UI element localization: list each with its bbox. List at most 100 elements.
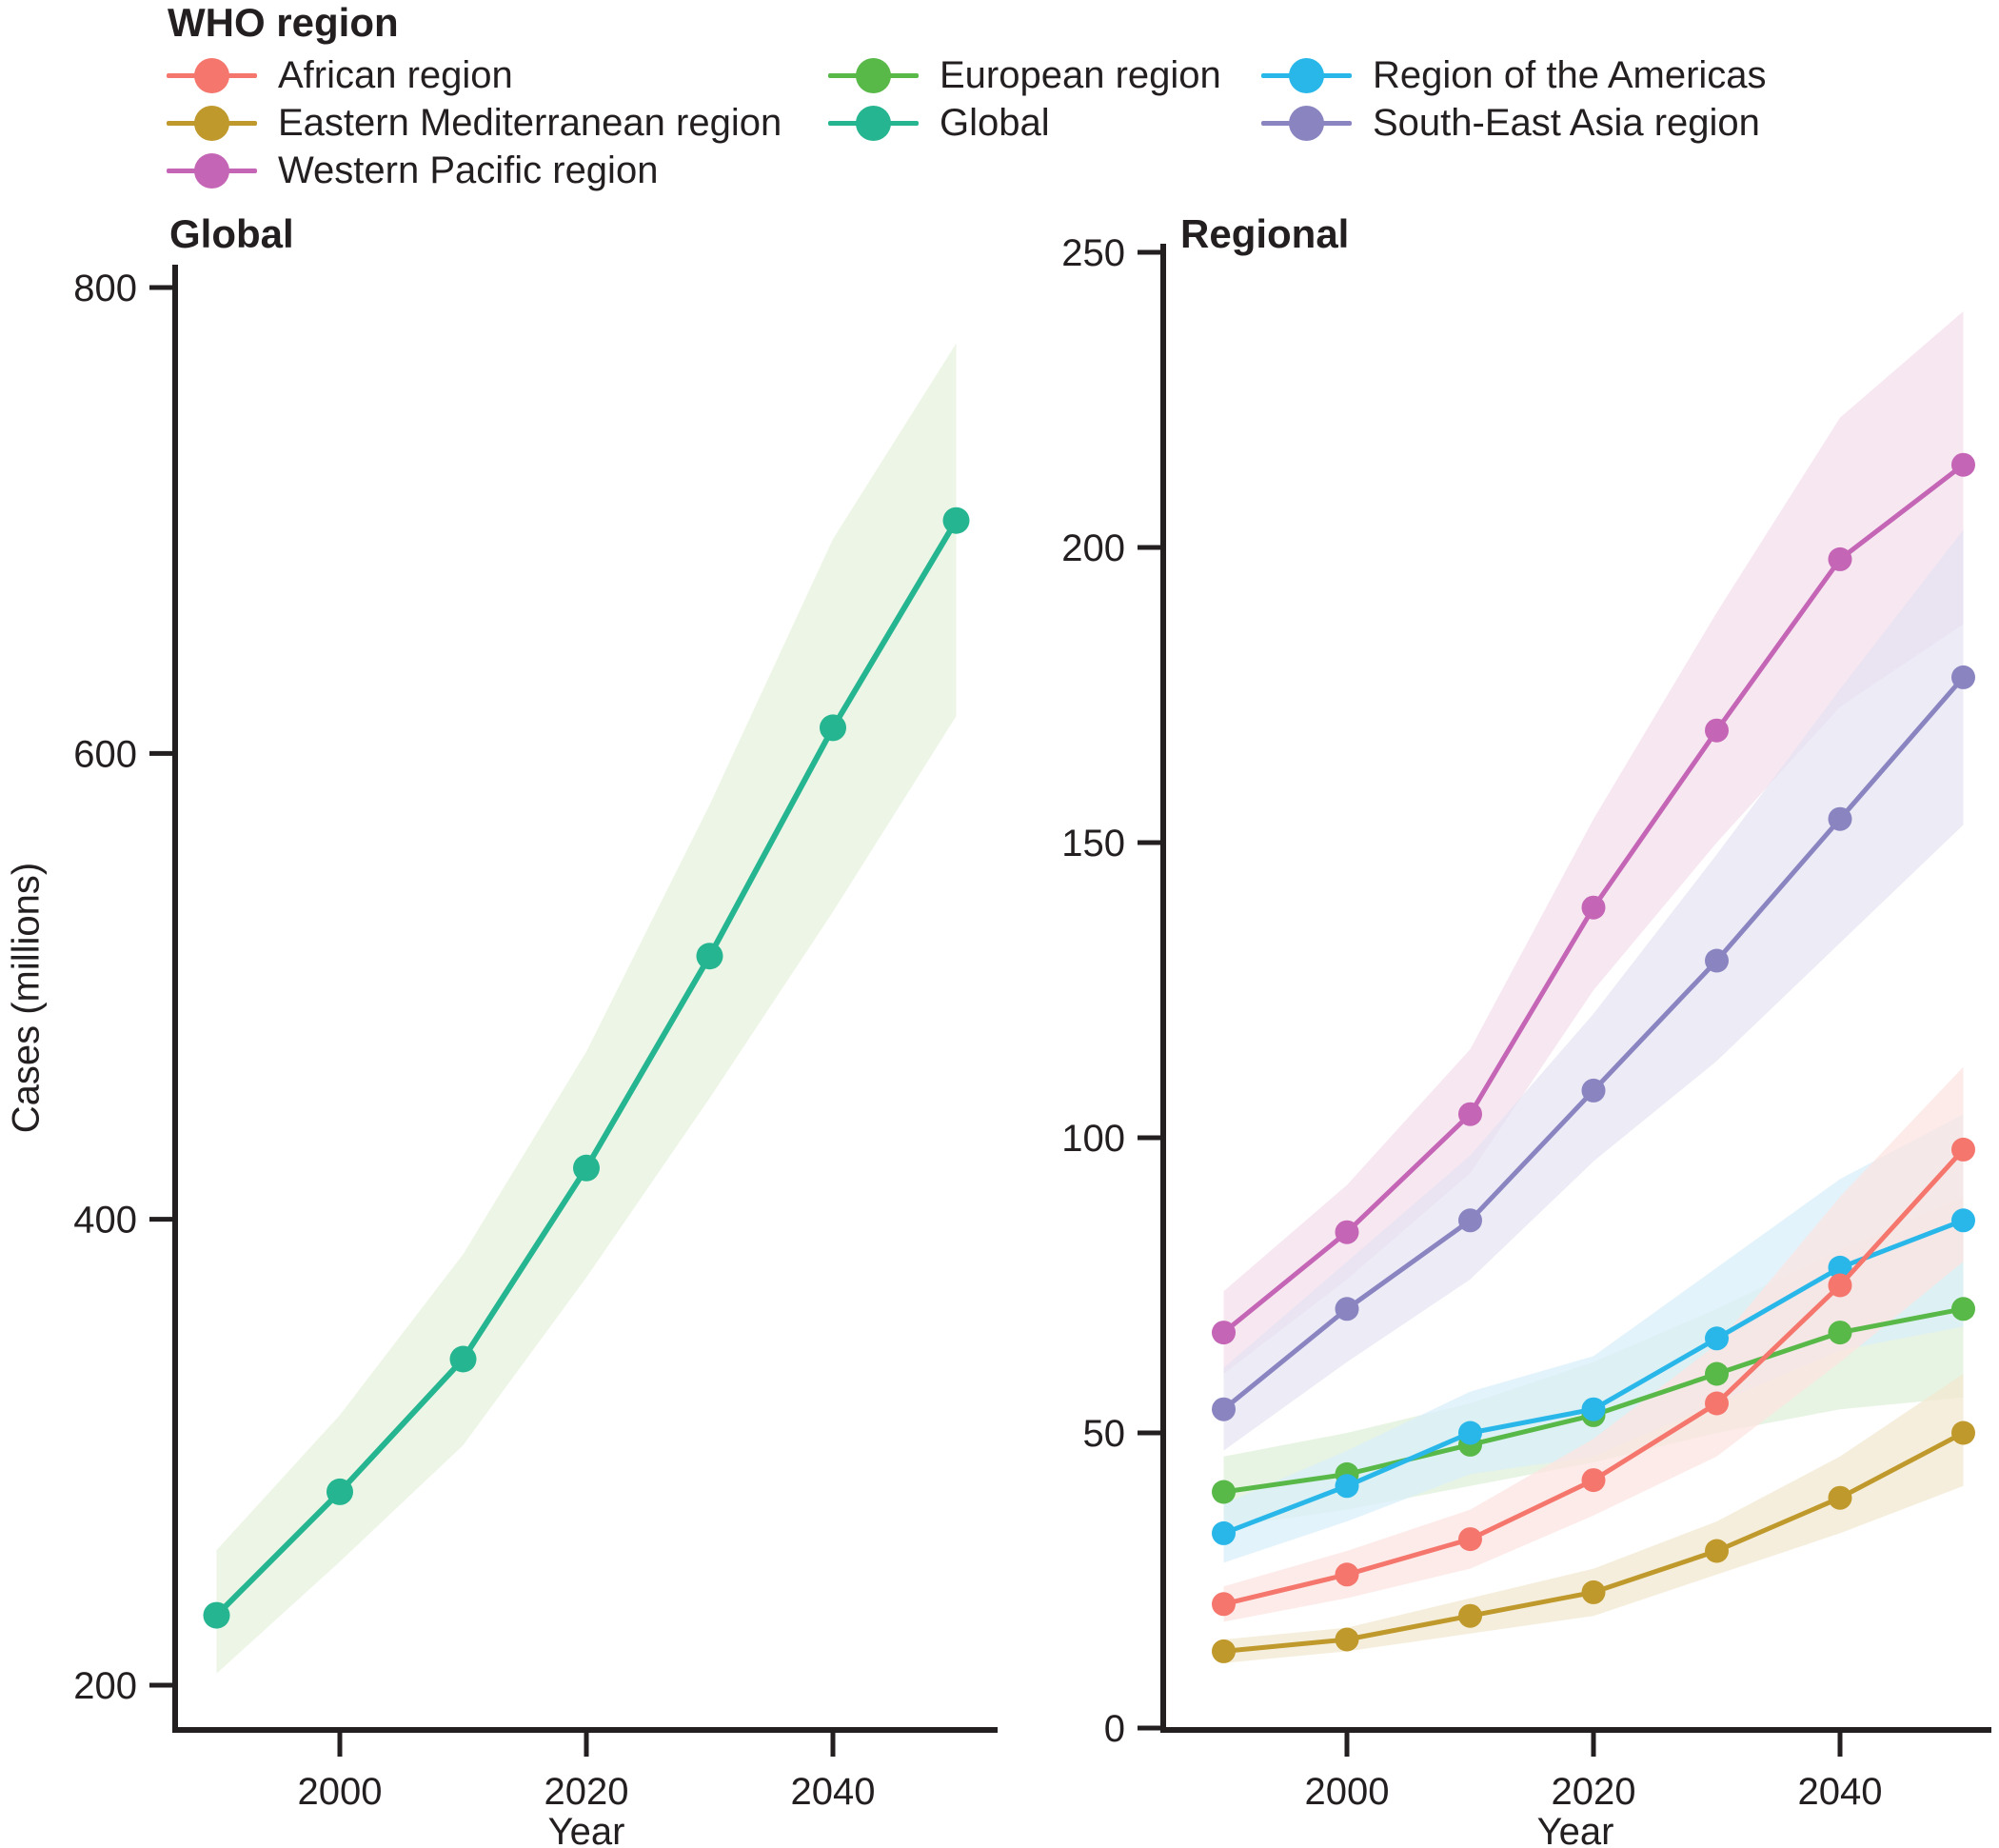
data-point bbox=[1335, 1562, 1359, 1587]
legend: African region European region Region of… bbox=[167, 51, 1794, 194]
legend-title: WHO region bbox=[168, 0, 399, 45]
data-point bbox=[1705, 1326, 1729, 1351]
y-axis-label: Cases (millions) bbox=[5, 862, 48, 1134]
data-point bbox=[1951, 1421, 1975, 1445]
data-point bbox=[1335, 1627, 1359, 1652]
data-point bbox=[1581, 1580, 1606, 1604]
data-point bbox=[1828, 1485, 1852, 1510]
data-point bbox=[1212, 1592, 1236, 1617]
data-point bbox=[573, 1154, 600, 1182]
x-axis-label-regional: Year bbox=[1536, 1811, 1614, 1848]
data-point bbox=[1705, 1539, 1729, 1563]
legend-item-label: Region of the Americas bbox=[1373, 53, 1767, 96]
data-point bbox=[1335, 1474, 1359, 1499]
data-point bbox=[820, 714, 846, 742]
legend-item-label: South-East Asia region bbox=[1373, 101, 1760, 144]
data-point bbox=[1212, 1480, 1236, 1504]
americas-region-marker-icon bbox=[1261, 57, 1352, 93]
legend-item-label: African region bbox=[278, 53, 513, 96]
african-region-marker-icon bbox=[167, 57, 257, 93]
legend-item-label: Western Pacific region bbox=[278, 149, 659, 191]
data-point bbox=[1581, 1397, 1606, 1421]
data-point bbox=[1951, 452, 1975, 477]
data-point bbox=[942, 507, 970, 534]
south-east-asia-region-marker-icon bbox=[1261, 105, 1352, 141]
regional-panel-title: Regional bbox=[1180, 211, 1350, 256]
y-tick-label: 150 bbox=[1061, 823, 1125, 864]
y-tick-label: 800 bbox=[73, 268, 137, 309]
global-marker-icon bbox=[828, 105, 919, 141]
y-tick-label: 250 bbox=[1061, 232, 1125, 274]
data-point bbox=[1212, 1520, 1236, 1545]
confidence-band-4 bbox=[1223, 1066, 1964, 1622]
data-point bbox=[1581, 1468, 1606, 1493]
panel-global: 200 400 600 800 2000 2020 2040 bbox=[73, 265, 998, 1813]
data-point bbox=[1581, 895, 1606, 920]
x-tick-label: 2000 bbox=[298, 1771, 383, 1813]
y-tick-label: 0 bbox=[1104, 1708, 1125, 1750]
x-tick-label: 2020 bbox=[1552, 1771, 1636, 1813]
data-point bbox=[1951, 1297, 1975, 1321]
data-point bbox=[1458, 1527, 1482, 1552]
data-point bbox=[1705, 1361, 1729, 1386]
confidence-band-5 bbox=[1223, 1374, 1964, 1663]
data-point bbox=[1212, 1639, 1236, 1663]
data-point bbox=[1705, 948, 1729, 973]
legend-item-americas: Region of the Americas bbox=[1261, 51, 1794, 99]
data-point bbox=[1951, 1137, 1975, 1162]
western-pacific-region-marker-icon bbox=[167, 152, 257, 189]
x-tick-label: 2000 bbox=[1305, 1771, 1390, 1813]
legend-item-european: European region bbox=[828, 51, 1261, 99]
global-panel-title: Global bbox=[169, 211, 294, 256]
data-point bbox=[1581, 1078, 1606, 1103]
european-region-marker-icon bbox=[828, 57, 919, 93]
confidence-band-0 bbox=[216, 343, 957, 1674]
data-point bbox=[1335, 1220, 1359, 1244]
data-point bbox=[1828, 1321, 1852, 1345]
x-axis-label-global: Year bbox=[547, 1811, 625, 1848]
y-tick-label: 100 bbox=[1061, 1118, 1125, 1160]
legend-item-western-pacific: Western Pacific region bbox=[167, 147, 828, 194]
y-tick-label: 400 bbox=[73, 1200, 137, 1242]
x-tick-label: 2020 bbox=[544, 1771, 629, 1813]
legend-item-global: Global bbox=[828, 99, 1261, 147]
data-point bbox=[1705, 1391, 1729, 1416]
x-tick-label: 2040 bbox=[1798, 1771, 1883, 1813]
y-tick-label: 200 bbox=[1061, 527, 1125, 569]
confidence-band-1 bbox=[1223, 529, 1964, 1451]
x-tick-label: 2040 bbox=[791, 1771, 876, 1813]
data-point bbox=[1212, 1397, 1236, 1421]
data-point bbox=[696, 943, 723, 970]
data-point bbox=[1458, 1421, 1482, 1445]
confidence-band-3 bbox=[1223, 1114, 1964, 1563]
legend-item-eastern-mediterranean: Eastern Mediterranean region bbox=[167, 99, 828, 147]
data-point bbox=[1458, 1603, 1482, 1628]
legend-item-african: African region bbox=[167, 51, 828, 99]
data-point bbox=[1458, 1208, 1482, 1233]
eastern-mediterranean-region-marker-icon bbox=[167, 105, 257, 141]
data-point bbox=[449, 1345, 477, 1373]
data-point bbox=[1458, 1102, 1482, 1126]
data-point bbox=[327, 1478, 353, 1505]
data-point bbox=[1828, 806, 1852, 831]
data-point bbox=[1828, 1255, 1852, 1280]
confidence-band-0 bbox=[1223, 311, 1964, 1374]
data-point bbox=[1335, 1297, 1359, 1321]
data-point bbox=[1212, 1321, 1236, 1345]
legend-item-label: Global bbox=[940, 101, 1050, 144]
data-point bbox=[1951, 1208, 1975, 1233]
legend-item-label: Eastern Mediterranean region bbox=[278, 101, 782, 144]
legend-item-label: European region bbox=[940, 53, 1221, 96]
data-point bbox=[1951, 665, 1975, 689]
data-point bbox=[1828, 1273, 1852, 1298]
y-tick-label: 200 bbox=[73, 1665, 137, 1707]
data-point bbox=[203, 1601, 230, 1629]
panel-regional: 0 50 100 150 200 250 2000 2020 2040 bbox=[1061, 232, 1991, 1813]
y-tick-label: 50 bbox=[1083, 1413, 1126, 1455]
data-point bbox=[1828, 546, 1852, 571]
data-point bbox=[1705, 718, 1729, 743]
y-tick-label: 600 bbox=[73, 733, 137, 775]
legend-item-south-east-asia: South-East Asia region bbox=[1261, 99, 1794, 147]
